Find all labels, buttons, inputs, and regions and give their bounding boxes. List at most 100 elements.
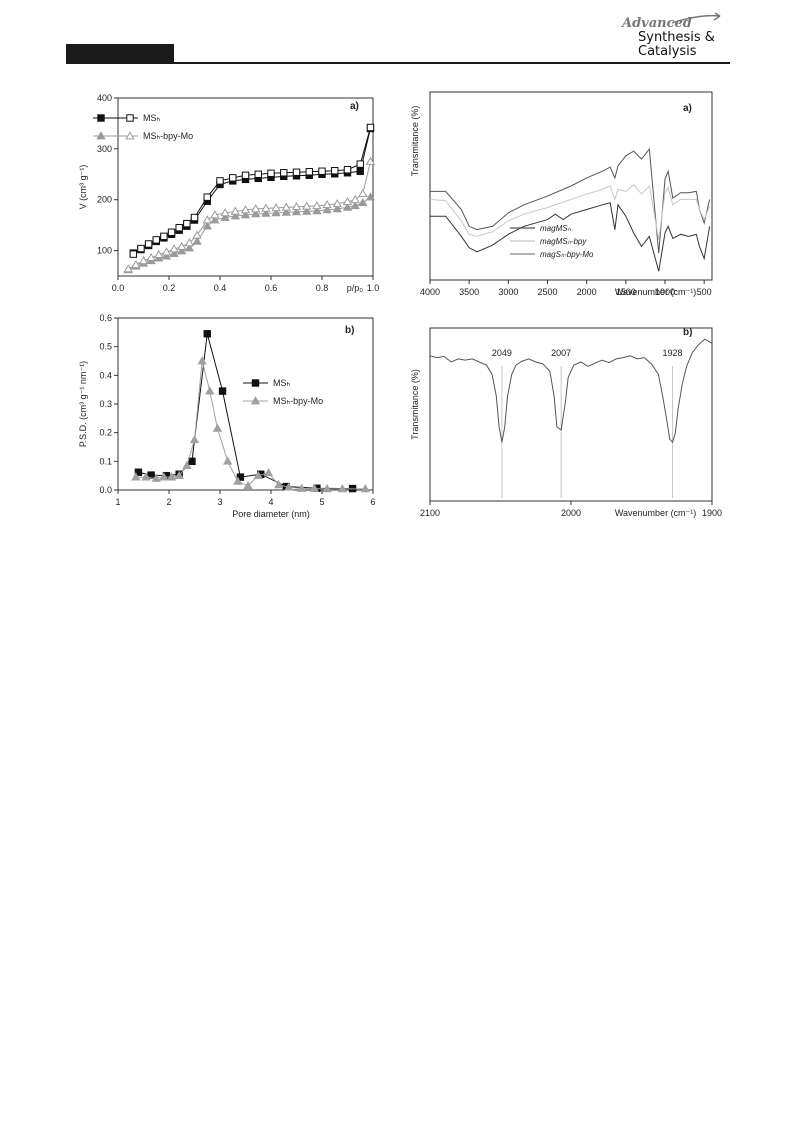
data-point	[261, 203, 271, 212]
data-point	[271, 203, 281, 212]
logo-advanced: Advanced	[622, 16, 692, 31]
data-point	[183, 219, 191, 228]
y-tick-label: 0.3	[99, 399, 112, 409]
data-point	[281, 202, 291, 211]
y-tick-label: 0.5	[99, 342, 112, 352]
data-point	[342, 202, 353, 211]
data-point	[188, 457, 196, 466]
data-point	[134, 468, 143, 476]
x-tick-label: 3000	[498, 287, 518, 297]
data-point	[253, 470, 263, 480]
annotation-label: 1928	[663, 348, 683, 358]
x-axis-label: Pore diameter (nm)	[232, 509, 310, 519]
data-point	[159, 472, 169, 481]
data-point	[291, 207, 302, 216]
data-point	[189, 435, 200, 444]
series-ms-bpy-mo	[123, 156, 376, 273]
data-point	[358, 188, 368, 197]
data-point	[230, 206, 240, 215]
data-point	[144, 240, 153, 248]
data-point	[331, 167, 339, 175]
y-tick-label: 200	[97, 195, 112, 205]
y-tick-label: 100	[97, 246, 112, 256]
data-point	[302, 201, 312, 210]
data-point	[350, 201, 360, 210]
data-point	[137, 244, 145, 253]
series-magms-	[430, 147, 711, 254]
ftir-broad-chart: 4000 3500 3000 2500 2000 1500 1000 500Wavenumbe…	[410, 91, 713, 297]
y-tick-label: 0.1	[99, 456, 112, 466]
series-ms-	[134, 330, 357, 493]
data-point	[332, 204, 342, 213]
data-point	[167, 228, 176, 236]
data-point	[280, 169, 288, 177]
series-ms-	[129, 123, 375, 258]
y-tick-label: 400	[97, 93, 112, 103]
data-point	[123, 264, 133, 273]
logo-synthesis: Synthesis &	[638, 30, 715, 45]
legend-item: magMSₕ	[510, 224, 572, 233]
data-point	[152, 236, 160, 244]
plot-frame	[429, 91, 713, 281]
x-tick-label: 5	[319, 497, 324, 507]
data-point	[146, 252, 156, 262]
data-point	[337, 484, 348, 493]
data-point	[216, 177, 224, 185]
x-tick-label: 0.0	[112, 283, 125, 293]
series-mags-bpy-mo	[430, 202, 711, 272]
data-point	[131, 472, 141, 481]
journal-header-bar	[66, 44, 174, 64]
legend-label: MSₕ	[143, 113, 161, 123]
logo-catalysis: Catalysis	[638, 44, 697, 59]
legend-item: magSₕ-bpy-Mo	[510, 250, 594, 259]
legend-label: MSₕ-bpy-Mo	[143, 131, 193, 141]
plot-frame	[117, 97, 374, 277]
x-tick-label: 2	[166, 497, 171, 507]
x-tick-label: 2500	[537, 287, 557, 297]
data-point	[302, 206, 312, 215]
data-point	[365, 156, 376, 165]
x-tick-label: 1500	[616, 287, 636, 297]
data-point	[177, 246, 187, 255]
data-point	[243, 480, 253, 490]
data-point	[177, 241, 187, 250]
data-point	[356, 160, 364, 168]
data-point	[161, 247, 172, 256]
data-point	[184, 243, 195, 252]
series-line	[429, 338, 713, 444]
data-point	[263, 467, 274, 477]
x-tick-label: 1900	[702, 508, 722, 518]
data-point	[154, 249, 164, 258]
data-point	[267, 169, 275, 177]
legend-marker	[97, 114, 105, 122]
data-point	[240, 205, 251, 214]
legend-item: MSₕ	[93, 113, 161, 123]
data-point	[141, 472, 151, 481]
legend-label: magMSₕ-bpy	[540, 237, 587, 246]
data-point	[284, 482, 294, 491]
y-axis-label: V (cm³ g⁻¹)	[78, 165, 88, 210]
data-point	[202, 221, 212, 230]
y-tick-label: 0.0	[99, 485, 112, 495]
legend-label: MSₕ-bpy-Mo	[273, 396, 323, 406]
series-spectrum	[429, 338, 713, 444]
data-point	[273, 480, 284, 489]
data-point	[210, 215, 220, 224]
data-point	[271, 208, 281, 217]
data-point	[203, 193, 211, 201]
legend-marker	[251, 379, 260, 387]
legend-marker	[250, 396, 261, 405]
y-tick-label: 0.4	[99, 370, 112, 380]
data-point	[131, 260, 141, 269]
data-point	[356, 167, 364, 175]
series-line	[429, 183, 711, 240]
data-point	[312, 206, 322, 215]
y-axis-label: Transmitance (%)	[410, 106, 420, 177]
data-point	[203, 330, 211, 338]
data-point	[305, 168, 313, 176]
data-point	[182, 460, 192, 469]
legend-item: MSₕ-bpy-Mo	[93, 131, 193, 141]
data-point	[251, 204, 261, 213]
series-ms-bpy-mo	[131, 356, 371, 493]
y-tick-label: 300	[97, 144, 112, 154]
